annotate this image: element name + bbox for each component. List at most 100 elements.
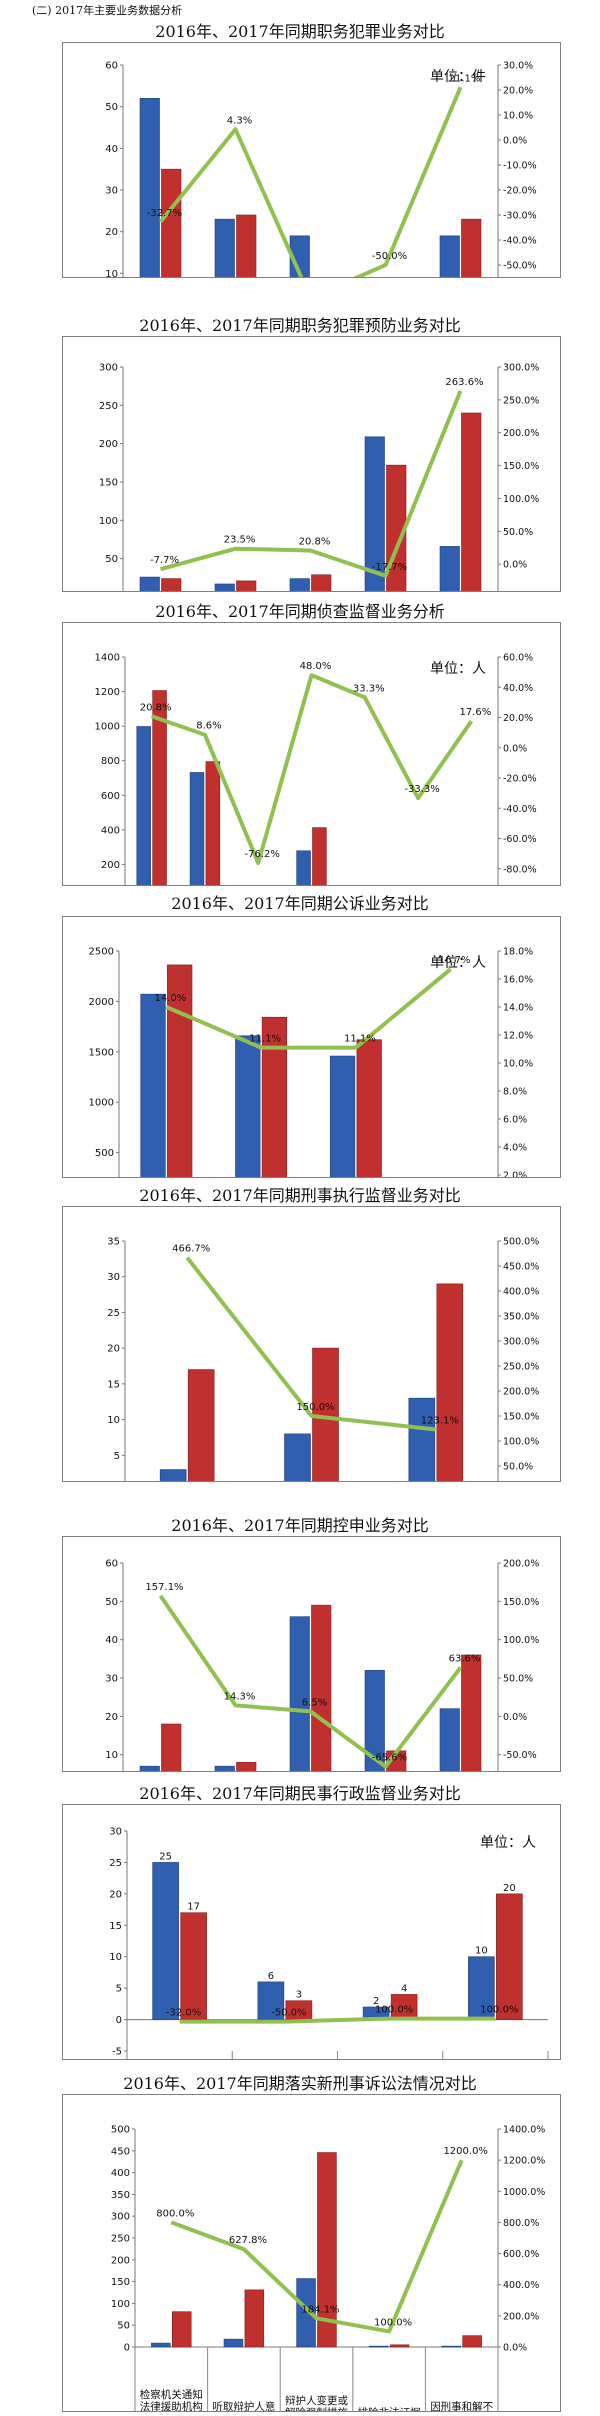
chart-civil-administrative: 2016年、2017年同期民事行政监督业务对比 -5 0 5 10 15 20 25 30 25… [0, 1780, 600, 2164]
y2-tick-label: 40.0% [503, 683, 533, 694]
y2-tick-label: 200.0% [503, 2311, 539, 2322]
y-tick-label: 30 [105, 186, 118, 197]
bar-2016 [214, 583, 235, 598]
yoy-data-label: 63.6% [449, 1654, 481, 1665]
y-tick-label: 200 [101, 860, 120, 871]
bar-value-2016: 2 [373, 1996, 379, 2007]
yoy-data-label: -50.0% [372, 251, 407, 262]
chart-frame: 050100150200250300300.0%250.0%200.0%150.… [62, 336, 561, 746]
y-tick-label: 5 [114, 1451, 120, 1462]
bar-2017 [317, 2152, 337, 2348]
y2-tick-label: 600.0% [503, 2249, 539, 2260]
yoy-line [158, 1594, 463, 1769]
y2-tick-label: -30.0% [503, 211, 537, 222]
y-tick-label: 50 [117, 2321, 130, 2332]
y2-tick-label: 0.0% [503, 743, 527, 754]
y-tick-label: 40 [105, 1635, 118, 1646]
chart-svg: 05101520253035500.0%450.0%400.0%350.0%30… [66, 1237, 539, 1674]
y-tick-label: 5 [116, 1984, 122, 1995]
yoy-data-label: 4.3% [227, 115, 252, 126]
y-tick-label: -5 [112, 2047, 122, 2058]
bar-value-2017: 4 [401, 1983, 407, 1994]
chart-public-prosecution: 2016年、2017年同期公诉业务对比 05001000150020002500… [0, 890, 600, 1336]
bar-2016 [152, 1862, 179, 2020]
yoy-data-label: 263.6% [445, 377, 483, 388]
chart-frame: 020040060080010001200140060.0%40.0%20.0%… [62, 622, 561, 1048]
y-tick-label: 800 [101, 756, 120, 767]
y2-tick-label: 10.0% [503, 1059, 533, 1070]
y-tick-label: 25 [109, 1858, 122, 1869]
y2-tick-label: -40.0% [503, 236, 537, 247]
yoy-data-label: 184.1% [301, 2304, 339, 2315]
category-label: 排除非法证据 [358, 2406, 421, 2411]
y-tick-label: 50 [105, 554, 118, 565]
bar-2016 [441, 2345, 462, 2348]
bar-2016 [439, 546, 460, 598]
bar-2017 [461, 412, 482, 598]
bar-2017 [436, 1283, 464, 1492]
bar-2016 [296, 850, 311, 900]
y-tick-label: 60 [105, 61, 118, 72]
category-label: 法律援助机构 [140, 2400, 203, 2411]
bar-2017 [244, 2289, 265, 2348]
chart-investigation-supervision: 2016年、2017年同期侦查监督业务分析 020040060080010001… [0, 598, 600, 1048]
y2-tick-label: 0.0% [503, 1712, 527, 1723]
y2-tick-label: 500.0% [503, 1237, 539, 1248]
y-tick-label: 200 [99, 439, 118, 450]
yoy-data-label: 627.8% [229, 2235, 267, 2246]
bar-2016 [284, 1433, 311, 1492]
y-tick-label: 30 [109, 1827, 122, 1838]
chart-title: 2016年、2017年同期控申业务对比 [171, 1516, 429, 1535]
y-tick-label: 15 [107, 1379, 120, 1390]
y2-tick-label: 400.0% [503, 2280, 539, 2291]
bar-2016 [439, 235, 460, 316]
y2-tick-label: 12.0% [503, 1031, 533, 1042]
unit-label: 单位：人 [480, 1835, 536, 1851]
y-tick-label: 0 [116, 2015, 122, 2026]
yoy-line [170, 2159, 464, 2334]
chart-frame: -5 0 5 10 15 20 25 30 25 17 6 3 2 4 10 20 -32.0% -50.0% 10… [62, 1804, 561, 2164]
y2-tick-label: 30.0% [503, 61, 533, 72]
y2-tick-label: 200.0% [503, 1387, 539, 1398]
y2-tick-label: -10.0% [503, 161, 537, 172]
bar-2017 [390, 1994, 418, 2020]
y2-tick-label: 50.0% [503, 527, 533, 538]
y-tick-label: 1400 [95, 653, 120, 664]
bar-2017 [312, 827, 327, 900]
yoy-data-label: -32.7% [147, 208, 182, 219]
y2-tick-label: -40.0% [503, 804, 537, 815]
yoy-data-label: 20.8% [140, 702, 172, 713]
yoy-data-label: 123.1% [421, 1415, 459, 1426]
y2-tick-label: 250.0% [503, 395, 539, 406]
category-label: 辩护人变更或 [285, 2394, 348, 2407]
bar-2017 [172, 2311, 192, 2348]
y-tick-label: 20 [105, 227, 118, 238]
y-tick-label: 200 [111, 2255, 130, 2266]
section-title: (二) 2017年主要业务数据分析 [32, 4, 183, 17]
y-tick-label: 20 [107, 1344, 120, 1355]
y2-tick-label: 0.0% [503, 560, 527, 571]
chart-title: 2016年、2017年同期侦查监督业务分析 [155, 602, 445, 621]
yoy-data-label: 6.5% [302, 1697, 327, 1708]
y2-tick-label: 2.0% [503, 1171, 527, 1178]
y-tick-label: 10 [105, 1750, 118, 1761]
y2-tick-label: 350.0% [503, 1312, 539, 1323]
bar-2017 [187, 1369, 215, 1492]
y-tick-label: 400 [101, 825, 120, 836]
yoy-data-label: 11.1% [344, 1034, 376, 1045]
yoy-data-label: 17.6% [459, 707, 491, 718]
yoy-line [185, 1256, 437, 1432]
yoy-data-label: -76.2% [245, 849, 280, 860]
yoy-data-label: 100.0% [375, 2005, 413, 2016]
y-tick-label: 1000 [89, 1098, 114, 1109]
unit-label: 单位：人 [430, 661, 486, 677]
y-tick-label: 50 [105, 1597, 118, 1608]
category-label: 听取辩护人意 [212, 2400, 275, 2411]
y-tick-label: 450 [111, 2146, 130, 2157]
y-tick-label: 400 [111, 2168, 130, 2179]
y-tick-label: 300 [111, 2212, 130, 2223]
y2-tick-label: 10.0% [503, 111, 533, 122]
y2-tick-label: 50.0% [503, 1462, 533, 1473]
y-tick-label: 25 [107, 1308, 120, 1319]
y-tick-label: 10 [107, 1415, 120, 1426]
